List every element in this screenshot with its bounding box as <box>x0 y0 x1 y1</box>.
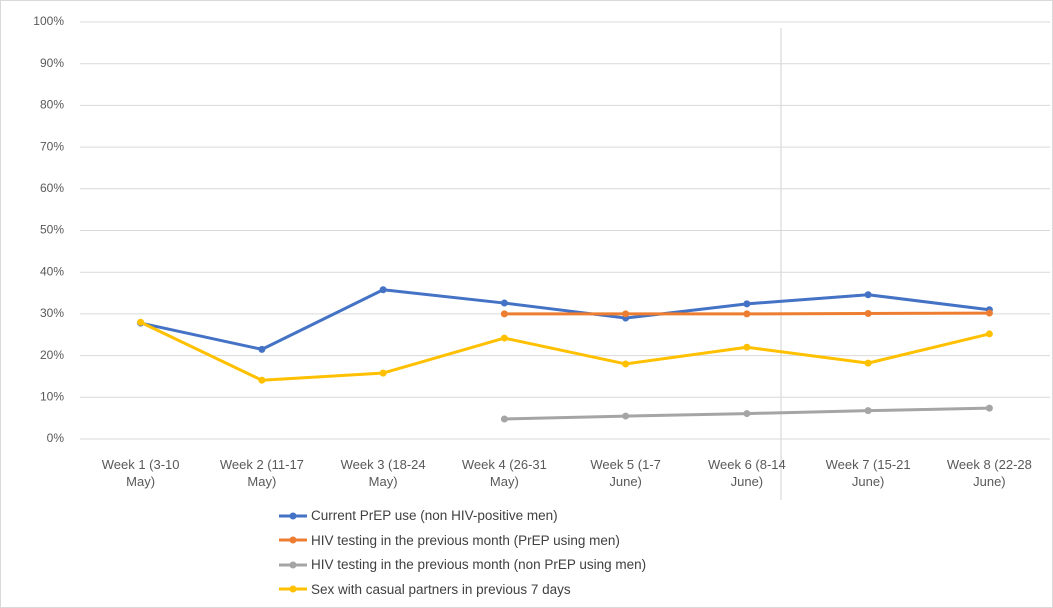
legend-entry: Sex with casual partners in previous 7 d… <box>279 582 571 597</box>
point <box>622 412 630 420</box>
point <box>864 309 872 317</box>
legend-entry: HIV testing in the previous month (non P… <box>279 557 646 572</box>
point <box>137 318 145 326</box>
y-tick-label: 10% <box>40 389 64 403</box>
point <box>985 309 993 317</box>
point <box>500 334 508 342</box>
point <box>258 345 266 353</box>
point <box>379 369 387 377</box>
y-tick-label: 20% <box>40 348 64 362</box>
x-tick-label: Week 4 (26-31 May) <box>461 457 547 489</box>
legend-marker <box>289 512 297 519</box>
legend-label: HIV testing in the previous month (non P… <box>311 557 647 572</box>
legend-marker <box>289 585 297 593</box>
point <box>864 291 872 299</box>
point <box>500 415 508 423</box>
x-tick-label: Week 1 (3-10 May) <box>101 457 180 489</box>
point <box>622 360 630 368</box>
point <box>985 330 993 338</box>
legend-swatch <box>279 561 307 568</box>
x-tick-label: Week 3 (18-24 May) <box>340 457 426 489</box>
point <box>500 299 508 307</box>
y-tick-label: 100% <box>33 14 64 28</box>
y-tick-label: 80% <box>40 98 64 112</box>
point <box>743 410 751 418</box>
legend-label: Current PrEP use (non HIV-positive men) <box>311 508 558 523</box>
y-tick-label: 0% <box>47 431 65 445</box>
point <box>743 300 751 308</box>
point <box>743 310 751 318</box>
legend-marker <box>289 561 297 568</box>
point <box>258 376 266 384</box>
y-tick-label: 70% <box>40 139 64 153</box>
y-tick-label: 90% <box>40 56 64 70</box>
point <box>622 310 630 318</box>
y-tick-label: 50% <box>40 223 64 237</box>
legend-swatch <box>279 536 307 544</box>
x-tick-label: Week 8 (22-28 June) <box>946 457 1032 489</box>
x-tick-label: Week 5 (1-7 June) <box>590 457 661 489</box>
point <box>864 359 872 367</box>
legend-marker <box>289 536 297 544</box>
x-tick-label: Week 2 (11-17 May) <box>219 457 304 489</box>
point <box>864 407 872 415</box>
legend-swatch <box>279 585 307 593</box>
point <box>985 404 993 412</box>
y-tick-label: 30% <box>40 306 64 320</box>
point <box>500 310 508 318</box>
legend-label: Sex with casual partners in previous 7 d… <box>311 581 571 597</box>
y-tick-label: 40% <box>40 264 64 278</box>
point <box>379 286 387 294</box>
x-tick-label: Week 6 (8-14 June) <box>707 457 786 489</box>
series-line <box>139 320 990 382</box>
series-line <box>140 288 990 351</box>
legend-swatch <box>279 512 307 519</box>
legend-entry: Current PrEP use (non HIV-positive men) <box>279 508 558 523</box>
y-tick-label: 60% <box>40 181 64 195</box>
legend-label: HIV testing in the previous month (PrEP … <box>311 532 620 548</box>
x-tick-label: Week 7 (15-21 June) <box>825 457 911 489</box>
point <box>743 343 751 351</box>
legend-entry: HIV testing in the previous month (PrEP … <box>279 533 620 548</box>
